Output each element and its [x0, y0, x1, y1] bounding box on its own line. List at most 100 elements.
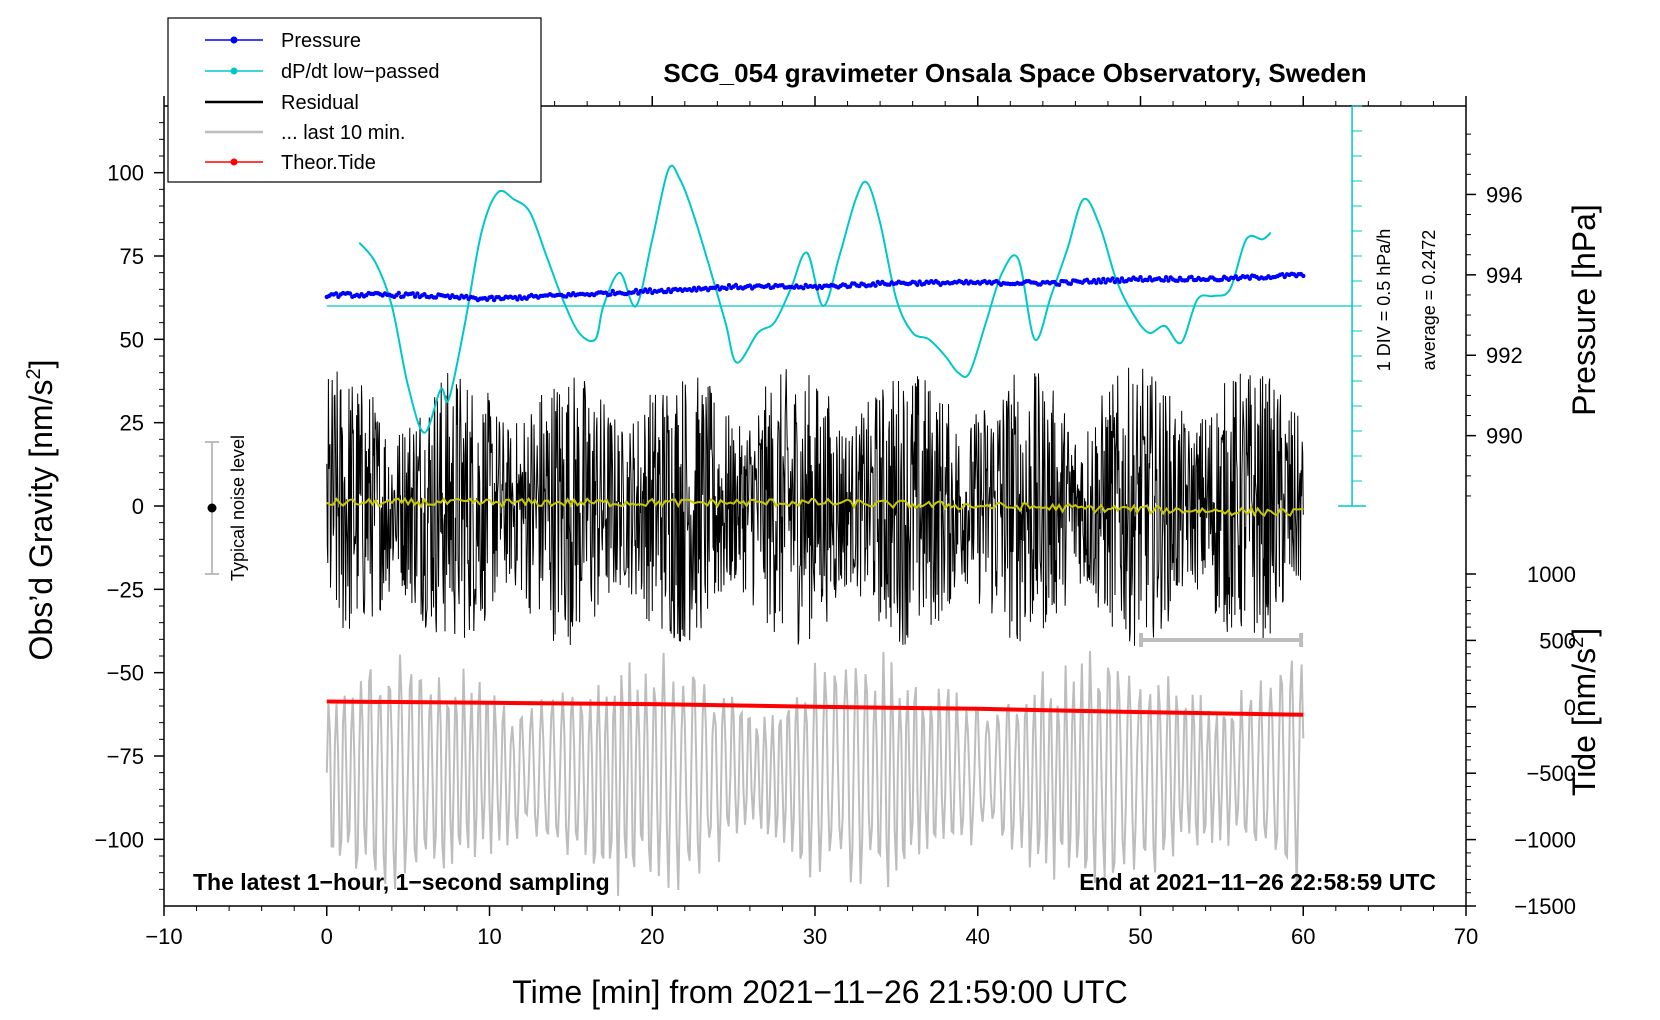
x-tick-label: 70 — [1454, 924, 1478, 949]
y-gravity-tick-label: 25 — [120, 411, 144, 436]
y-tide-tick-label: 500 — [1539, 628, 1576, 653]
pressure-point — [724, 286, 729, 291]
y-gravity-tick-label: −100 — [94, 827, 144, 852]
legend-item-theor-tide: Theor.Tide — [205, 152, 376, 174]
pressure-point — [801, 286, 806, 291]
legend-item-residual: Residual — [205, 92, 359, 114]
noise-level-dot — [207, 503, 217, 513]
pressure-point — [1103, 280, 1108, 285]
pressure-point — [515, 297, 520, 302]
y-tide-tick-label: −500 — [1526, 761, 1576, 786]
pressure-point — [489, 294, 494, 299]
residual-smoothed-line — [326, 496, 1304, 518]
y-pressure-tick-label: 994 — [1486, 263, 1523, 288]
legend-item-pressure: Pressure — [205, 30, 361, 52]
pressure-point — [1094, 280, 1099, 286]
y-pressure-tick-label: 990 — [1486, 424, 1523, 449]
last-10-min-bar — [1139, 633, 1303, 647]
pressure-point — [1147, 275, 1153, 280]
pressure-point — [1068, 281, 1074, 286]
annotation-end-time: End at 2021−11−26 22:58:59 UTC — [1079, 869, 1436, 895]
y-gravity-tick-label: 50 — [120, 327, 144, 352]
pressure-point — [1101, 276, 1106, 282]
y-axis-label-tide: Tide [nm/s2] — [1566, 628, 1602, 796]
last-10-min-line — [325, 651, 1305, 896]
tide-line — [326, 699, 1304, 717]
y-tide-tick-label: 0 — [1564, 695, 1576, 720]
pressure-series — [324, 271, 1306, 303]
pressure-point — [1110, 276, 1115, 281]
pressure-point — [1056, 282, 1062, 287]
pressure-point — [915, 282, 920, 287]
legend-label-theor-tide: Theor.Tide — [281, 152, 376, 174]
legend-marker-dpdt — [230, 67, 238, 75]
pressure-point — [347, 291, 353, 296]
pressure-point — [1166, 278, 1171, 283]
dpdt-average-label: average = 0.2472 — [1419, 230, 1439, 371]
pressure-point — [433, 295, 439, 300]
x-tick-label: 0 — [321, 924, 333, 949]
y-axis-pressure: 996 994 992 990 — [1466, 133, 1523, 497]
legend-label-last-10-min: ... last 10 min. — [281, 122, 406, 144]
pressure-point — [917, 279, 922, 284]
y-tide-tick-label: −1500 — [1514, 894, 1576, 919]
y-gravity-tick-label: 75 — [120, 244, 144, 269]
y-axis-tide: 1000 500 0 −500 −1000 −1500 — [1466, 562, 1576, 919]
x-tick-label: 50 — [1128, 924, 1152, 949]
pressure-point — [1233, 274, 1239, 279]
y-axis-label-tide-main: Tide [nm/s — [1566, 648, 1602, 796]
pressure-point — [1096, 277, 1101, 282]
pressure-point — [415, 291, 420, 296]
y-gravity-tick-label: −50 — [107, 661, 144, 686]
pressure-point — [766, 282, 771, 288]
legend: Pressure dP/dt low−passed Residual ... l… — [167, 17, 542, 183]
legend-marker-pressure — [230, 36, 238, 44]
pressure-point — [1163, 275, 1169, 280]
x-axis: −10 0 10 20 30 40 50 60 70 — [145, 96, 1478, 949]
annotation-sampling: The latest 1−hour, 1−second sampling — [193, 869, 610, 895]
pressure-point — [1189, 274, 1194, 280]
legend-label-residual: Residual — [281, 92, 359, 114]
series-layer — [324, 164, 1353, 896]
pressure-point — [1119, 276, 1125, 281]
y-axis-label-tide-end: ] — [1566, 628, 1602, 637]
y-gravity-tick-label: 100 — [107, 161, 144, 186]
pressure-point — [333, 291, 339, 296]
pressure-point — [1098, 280, 1104, 285]
pressure-point — [1175, 278, 1180, 283]
y-gravity-tick-label: −75 — [107, 744, 144, 769]
x-tick-label: 40 — [966, 924, 990, 949]
noise-level-label: Typical noise level — [228, 435, 248, 581]
y-pressure-tick-label: 996 — [1486, 182, 1523, 207]
pressure-point — [491, 297, 497, 303]
pressure-point — [412, 294, 418, 299]
pressure-point — [873, 283, 878, 288]
x-tick-label: 30 — [803, 924, 827, 949]
x-tick-label: 60 — [1291, 924, 1315, 949]
pressure-point — [610, 288, 615, 294]
pressure-point — [715, 284, 720, 289]
pressure-point — [1117, 279, 1122, 284]
pressure-point — [1247, 276, 1253, 281]
y-axis-gravity: 100 75 50 25 0 −25 −50 −75 −100 — [94, 122, 164, 890]
pressure-point — [1138, 275, 1143, 280]
y-axis-label-gravity-main: Obs’d Gravity [nm/s — [23, 380, 59, 661]
pressure-point — [1301, 273, 1306, 279]
dpdt-scale: 1 DIV = 0.5 hPa/h average = 0.2472 — [1338, 105, 1439, 507]
legend-item-last-10-min: ... last 10 min. — [205, 122, 406, 144]
y-axis-label-pressure: Pressure [hPa] — [1566, 204, 1602, 416]
pressure-point — [633, 287, 639, 293]
pressure-point — [464, 293, 469, 299]
y-axis-label-gravity-sup: 2 — [23, 368, 45, 379]
y-tide-tick-label: −1000 — [1514, 828, 1576, 853]
y-gravity-tick-label: 0 — [132, 494, 144, 519]
pressure-point — [733, 282, 739, 288]
x-axis-label: Time [min] from 2021−11−26 21:59:00 UTC — [512, 974, 1127, 1010]
legend-label-pressure: Pressure — [281, 30, 361, 52]
x-tick-label: 10 — [477, 924, 501, 949]
noise-level-indicator: Typical noise level — [205, 435, 248, 581]
chart-title: SCG_054 gravimeter Onsala Space Observat… — [663, 58, 1366, 88]
legend-marker-theor-tide — [230, 158, 238, 166]
y-axis-label-gravity-end: ] — [23, 360, 59, 369]
